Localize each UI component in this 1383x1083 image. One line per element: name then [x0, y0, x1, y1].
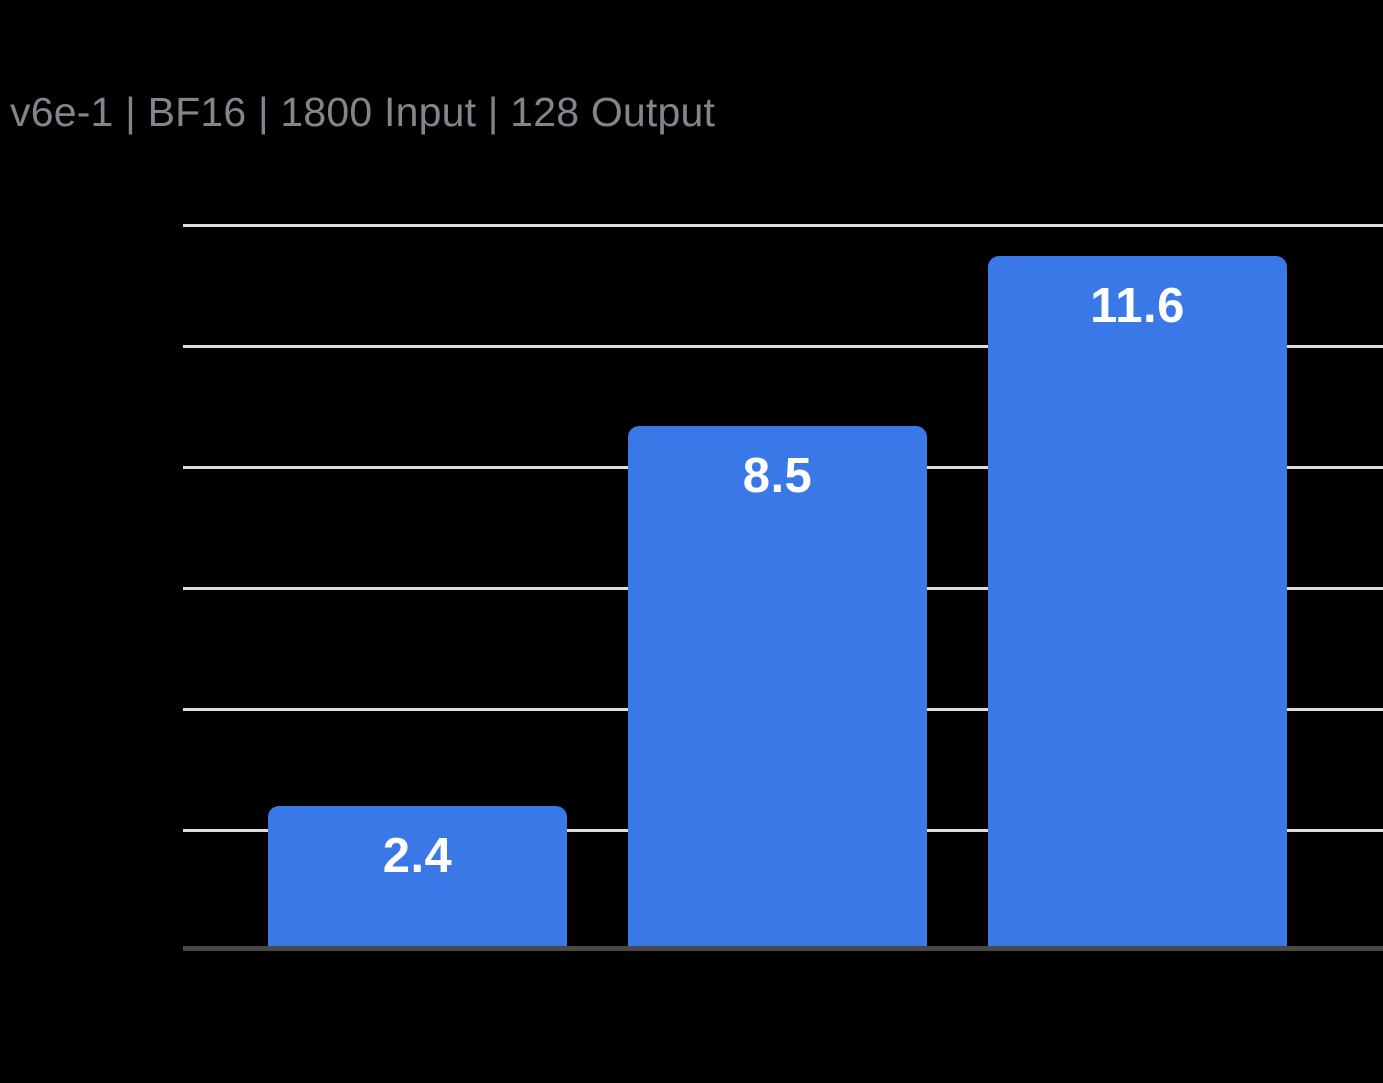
bar-1[interactable]: 2.4	[268, 806, 567, 950]
x-axis-line	[183, 946, 1383, 951]
bars-layer: 2.4 8.5 11.6	[183, 190, 1383, 950]
bar-3[interactable]: 11.6	[988, 256, 1287, 950]
bar-value-label: 11.6	[1090, 279, 1185, 333]
bar-value-label: 8.5	[742, 449, 813, 503]
gridline	[183, 345, 1383, 348]
bar-2[interactable]: 8.5	[628, 426, 927, 950]
gridline	[183, 224, 1383, 227]
chart-title: v6e-1 | BF16 | 1800 Input | 128 Output	[10, 89, 716, 135]
bar-value-label: 2.4	[382, 829, 453, 883]
plot-area: 2.4 8.5 11.6	[183, 190, 1383, 951]
